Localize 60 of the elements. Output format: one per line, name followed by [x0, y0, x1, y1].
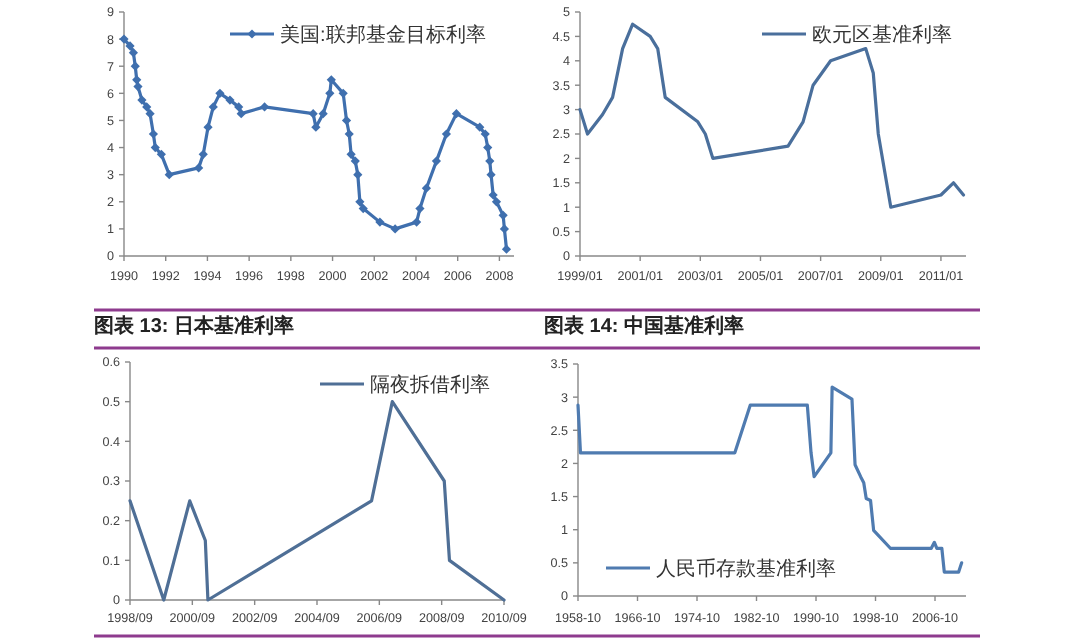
point [150, 142, 160, 153]
point [346, 149, 356, 159]
point [203, 122, 213, 132]
point [215, 88, 225, 98]
point [308, 109, 318, 119]
point [498, 210, 508, 220]
point [341, 115, 352, 126]
point [132, 75, 142, 85]
point [145, 109, 155, 119]
point [156, 149, 166, 159]
point [234, 102, 244, 112]
point [130, 61, 140, 71]
legend: 隔夜拆借利率 [320, 375, 490, 398]
legend: 美国:联邦基金目标利率 [230, 25, 486, 48]
point [208, 102, 218, 112]
point [350, 156, 360, 166]
legend-label: 欧元区基准利率 [812, 23, 952, 48]
point [128, 48, 138, 58]
point [358, 203, 368, 214]
point [353, 170, 363, 180]
point [375, 217, 385, 227]
point [499, 224, 510, 234]
point [125, 41, 135, 51]
point [355, 197, 365, 207]
point [164, 170, 174, 180]
point [338, 88, 348, 98]
point [488, 190, 498, 200]
point [480, 129, 490, 139]
point [412, 217, 422, 227]
point [441, 129, 452, 139]
point [225, 95, 235, 105]
chart-title: 图表 14: 中国基准利率 [544, 314, 745, 338]
legend: 人民币存款基准利率 [606, 559, 836, 582]
point [491, 197, 502, 207]
point [318, 109, 328, 119]
legend-label: 隔夜拆借利率 [370, 373, 490, 398]
point [236, 109, 246, 119]
point [198, 149, 208, 159]
line-series [578, 22, 966, 209]
point [475, 122, 485, 132]
point [415, 203, 425, 214]
point [344, 129, 354, 139]
point [194, 163, 204, 173]
legend-label: 美国:联邦基金目标利率 [280, 23, 486, 48]
chart-title: 图表 13: 日本基准利率 [94, 314, 295, 338]
point [325, 88, 335, 98]
point [148, 129, 159, 139]
point [137, 95, 147, 105]
point [421, 183, 432, 193]
legend-label: 人民币存款基准利率 [656, 557, 836, 582]
point [142, 102, 152, 112]
legend: 欧元区基准利率 [762, 25, 952, 48]
point [486, 170, 496, 180]
point [451, 109, 462, 119]
point [390, 224, 400, 234]
point [485, 156, 495, 166]
point [483, 142, 493, 153]
line-series [576, 385, 964, 574]
point [501, 244, 512, 254]
point [431, 156, 442, 166]
